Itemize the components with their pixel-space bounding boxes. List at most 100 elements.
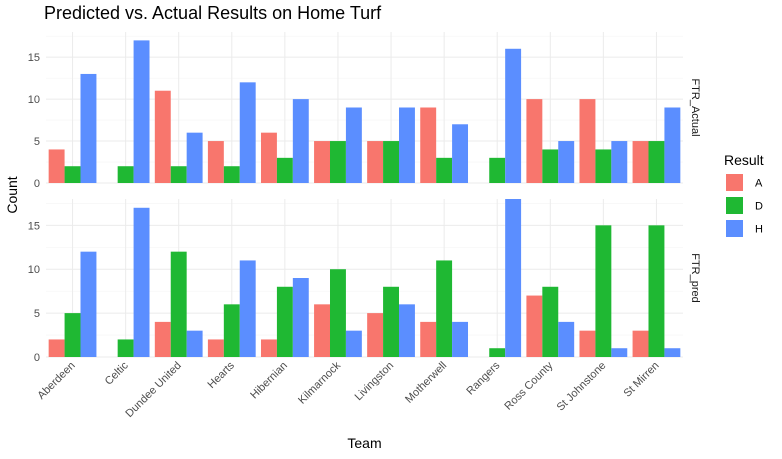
bar-ftr-pred-d bbox=[329, 269, 346, 357]
bar-ftr-actual-a bbox=[367, 141, 384, 183]
x-axis-title: Team bbox=[347, 435, 381, 451]
legend-key-d bbox=[726, 197, 743, 214]
legend-title: Result bbox=[724, 152, 764, 168]
bar-ftr-pred-a bbox=[367, 313, 384, 357]
bar-ftr-actual-h bbox=[452, 124, 469, 183]
bar-ftr-actual-d bbox=[542, 149, 559, 183]
bar-ftr-pred-d bbox=[595, 225, 612, 357]
bar-ftr-pred-h bbox=[80, 251, 97, 357]
x-tick-label: Hibernian bbox=[248, 360, 290, 402]
bar-ftr-actual-a bbox=[579, 99, 596, 183]
bar-ftr-pred-h bbox=[664, 348, 681, 357]
bar-ftr-pred-h bbox=[133, 207, 150, 357]
bar-ftr-pred-d bbox=[383, 286, 400, 357]
y-tick-label: 0 bbox=[34, 178, 40, 190]
bar-ftr-pred-h bbox=[558, 321, 575, 357]
y-tick-label: 5 bbox=[34, 308, 40, 320]
y-axis-title: Count bbox=[4, 176, 20, 213]
bar-ftr-pred-d bbox=[276, 286, 293, 357]
bar-ftr-pred-h bbox=[239, 260, 256, 357]
bar-ftr-actual-a bbox=[48, 149, 65, 183]
x-tick-label: Hearts bbox=[206, 359, 238, 391]
bar-ftr-pred-a bbox=[314, 304, 330, 357]
bar-ftr-pred-a bbox=[48, 339, 65, 357]
bar-ftr-pred-h bbox=[186, 330, 203, 357]
bar-ftr-actual-h bbox=[611, 141, 628, 183]
bar-ftr-pred-d bbox=[170, 251, 187, 357]
facet-panels: 0 5 10 15 FTR_Actual 0 5 10 15 FTR_pred Aberdeen Ce… bbox=[28, 32, 701, 420]
y-tick-label: 15 bbox=[28, 52, 40, 64]
x-tick-label: St Mirren bbox=[622, 360, 662, 400]
bar-ftr-pred-h bbox=[292, 278, 309, 357]
bar-ftr-actual-h bbox=[239, 82, 256, 183]
bar-ftr-pred-d bbox=[117, 339, 134, 357]
bar-ftr-pred-d bbox=[489, 348, 506, 357]
x-tick-label: Dundee United bbox=[123, 360, 183, 420]
bar-ftr-pred-a bbox=[260, 339, 277, 357]
x-tick-label: Livingston bbox=[353, 360, 397, 404]
bar-ftr-actual-h bbox=[345, 107, 362, 183]
bar-ftr-pred-a bbox=[632, 330, 649, 357]
legend-key-a bbox=[726, 174, 743, 191]
x-tick-label: Aberdeen bbox=[35, 360, 77, 402]
bar-ftr-actual-d bbox=[648, 141, 665, 183]
bar-ftr-actual-h bbox=[186, 132, 203, 183]
x-tick-label: Motherwell bbox=[403, 360, 449, 406]
bar-ftr-actual-a bbox=[154, 90, 171, 183]
bar-ftr-pred-a bbox=[579, 330, 596, 357]
bar-ftr-actual-h bbox=[133, 40, 150, 184]
bar-ftr-pred-a bbox=[526, 295, 543, 357]
legend-label-d: D bbox=[755, 201, 763, 213]
facet-strip-label: FTR_Actual bbox=[689, 78, 701, 136]
x-tick-label: Rangers bbox=[464, 359, 502, 397]
bar-ftr-pred-d bbox=[223, 304, 240, 357]
bar-ftr-pred-h bbox=[505, 199, 522, 357]
bar-ftr-pred-a bbox=[154, 321, 171, 357]
x-tick-label: Celtic bbox=[103, 359, 131, 387]
bar-ftr-actual-d bbox=[489, 157, 506, 183]
bar-ftr-actual-d bbox=[117, 166, 134, 183]
bar-ftr-pred-h bbox=[399, 304, 415, 357]
bar-ftr-pred-h bbox=[611, 348, 628, 357]
bar-ftr-actual-d bbox=[64, 166, 81, 183]
bar-ftr-pred-d bbox=[436, 260, 453, 357]
bar-ftr-pred-a bbox=[207, 339, 224, 357]
bar-ftr-pred-h bbox=[452, 321, 469, 357]
y-tick-label: 10 bbox=[28, 264, 40, 276]
bar-ftr-actual-a bbox=[420, 107, 437, 183]
bar-ftr-actual-h bbox=[558, 141, 575, 183]
bar-ftr-actual-a bbox=[260, 132, 277, 183]
bar-ftr-actual-h bbox=[292, 99, 309, 183]
bar-ftr-actual-h bbox=[399, 107, 415, 183]
x-tick-label: St Johnstone bbox=[555, 360, 609, 414]
bar-ftr-actual-d bbox=[436, 157, 453, 183]
bar-ftr-pred-h bbox=[345, 330, 362, 357]
bar-ftr-pred-d bbox=[64, 313, 81, 357]
bar-ftr-pred-d bbox=[648, 225, 665, 357]
legend-key-h bbox=[726, 220, 743, 237]
bar-ftr-actual-a bbox=[632, 141, 649, 183]
x-tick-label: Ross County bbox=[502, 359, 555, 412]
bar-ftr-actual-a bbox=[207, 141, 224, 183]
bar-ftr-actual-d bbox=[383, 141, 400, 183]
bar-ftr-actual-d bbox=[276, 157, 293, 183]
x-tick-label: Kilmarnock bbox=[296, 359, 343, 406]
bar-ftr-actual-d bbox=[223, 166, 240, 183]
legend-label-h: H bbox=[755, 224, 763, 236]
y-tick-label: 10 bbox=[28, 94, 40, 106]
legend-label-a: A bbox=[755, 178, 763, 190]
bar-ftr-actual-d bbox=[595, 149, 612, 183]
bar-ftr-actual-d bbox=[329, 141, 346, 183]
chart-title: Predicted vs. Actual Results on Home Tur… bbox=[44, 3, 382, 23]
bar-ftr-actual-h bbox=[80, 73, 97, 183]
bar-ftr-pred-a bbox=[420, 321, 437, 357]
bar-ftr-actual-a bbox=[526, 99, 543, 183]
bar-ftr-pred-d bbox=[542, 286, 559, 357]
y-tick-label: 5 bbox=[34, 136, 40, 148]
bar-ftr-actual-h bbox=[505, 48, 522, 184]
facet-panel-ftr-pred: 0 5 10 15 FTR_pred bbox=[28, 199, 701, 364]
facet-panel-ftr-actual: 0 5 10 15 FTR_Actual bbox=[28, 32, 701, 190]
bar-ftr-actual-d bbox=[170, 166, 187, 183]
